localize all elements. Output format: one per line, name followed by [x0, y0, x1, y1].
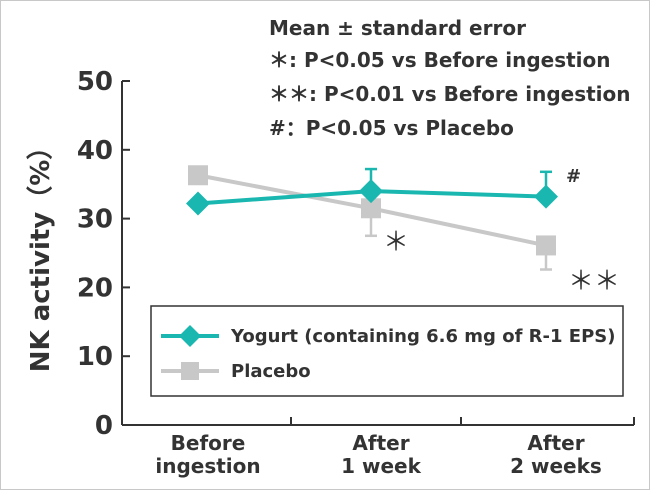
- y-ticks: 0 10 20 30 40 50: [77, 67, 130, 441]
- y-tick-label: 30: [77, 205, 113, 235]
- significance-mark: ＊: [383, 227, 409, 257]
- y-tick-label: 0: [95, 411, 113, 441]
- significance-marks: ＊＊＊#: [383, 166, 620, 297]
- legend-label-placebo: Placebo: [231, 361, 311, 382]
- legend-marker-placebo: [181, 362, 199, 380]
- data-point-yogurt: [186, 191, 210, 216]
- data-point-placebo: [361, 198, 381, 219]
- note-p005-placebo: #：P<0.05 vs Placebo: [269, 116, 514, 140]
- x-tick-label: After 1 week: [341, 431, 421, 478]
- y-tick-label: 10: [77, 342, 113, 372]
- data-point-placebo: [188, 165, 208, 186]
- note-p001-before: ＊＊: P<0.01 vs Before ingestion: [269, 82, 631, 106]
- y-tick-label: 40: [77, 136, 113, 166]
- legend-label-yogurt: Yogurt (containing 6.6 mg of R-1 EPS): [230, 326, 615, 347]
- note-mean-se: Mean ± standard error: [269, 16, 526, 40]
- x-ticks: Before ingestion After 1 week After 2 weeks: [155, 417, 635, 478]
- x-tick-label: Before ingestion: [155, 431, 260, 478]
- note-p005-before: ＊: P<0.05 vs Before ingestion: [269, 48, 611, 72]
- legend-marker-yogurt: [179, 325, 201, 347]
- y-tick-label: 50: [77, 67, 113, 97]
- legend: Yogurt (containing 6.6 mg of R-1 EPS) Pla…: [161, 325, 615, 382]
- significance-mark: ＊＊: [568, 266, 620, 296]
- legend-box: [150, 305, 624, 397]
- data-point-placebo: [536, 235, 556, 256]
- significance-mark: #: [566, 166, 581, 187]
- y-axis-label: NK activity（%）: [26, 134, 56, 373]
- y-tick-label: 20: [77, 273, 113, 303]
- series-markers: [186, 165, 558, 256]
- data-point-yogurt: [359, 179, 383, 204]
- data-point-yogurt: [534, 184, 558, 209]
- x-tick-label: After 2 weeks: [510, 431, 602, 478]
